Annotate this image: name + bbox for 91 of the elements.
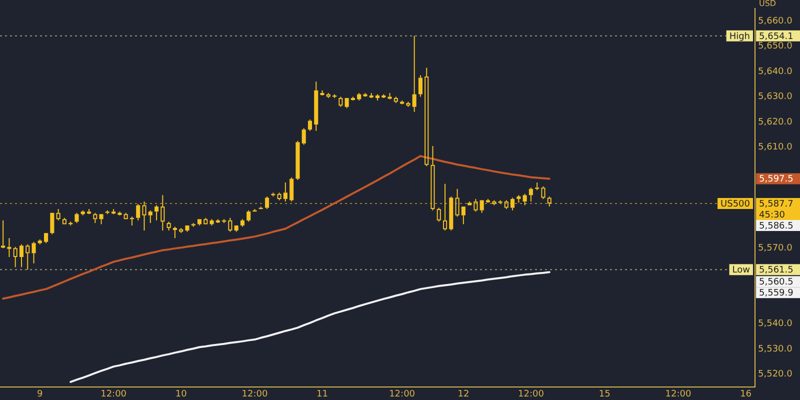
candlestick xyxy=(424,67,429,167)
candlestick xyxy=(314,81,318,132)
candlestick xyxy=(430,145,435,211)
candlestick xyxy=(461,206,466,225)
candlestick xyxy=(504,200,508,210)
candlestick xyxy=(541,186,546,200)
y-tick-label: 5,650.0 xyxy=(758,42,793,52)
x-tick-label: 12:00 xyxy=(242,390,268,400)
candlestick xyxy=(474,198,478,212)
candlestick xyxy=(516,194,521,204)
candlestick xyxy=(50,212,54,235)
candlestick xyxy=(406,101,410,108)
ref-line-label: High xyxy=(729,32,750,42)
y-tick-label: 5,630.0 xyxy=(758,92,793,102)
text: 5,559.9 xyxy=(759,288,794,298)
candlestick xyxy=(26,244,30,270)
candlestick xyxy=(210,218,214,226)
candlestick xyxy=(418,74,422,98)
candlestick xyxy=(240,218,244,228)
y-tick-label: 5,570.0 xyxy=(758,244,793,254)
x-tick-label: 15 xyxy=(598,390,610,400)
x-tick-label: 9 xyxy=(37,390,44,400)
text: 5,560.5 xyxy=(759,277,794,288)
x-tick-label: 12:00 xyxy=(665,390,692,400)
candlestick xyxy=(13,246,18,268)
y-tick-label: 5,620.0 xyxy=(758,117,793,128)
candlestick xyxy=(480,200,484,214)
candlestick xyxy=(498,200,502,205)
candlestick xyxy=(38,238,42,245)
candlestick xyxy=(74,212,79,224)
candlestick xyxy=(172,226,177,239)
candlestick xyxy=(455,188,460,218)
text: 5,561.5 xyxy=(759,265,794,276)
x-tick-label: 11 xyxy=(316,390,328,400)
text: 5,586.5 xyxy=(759,221,794,232)
text: 5,587.7 xyxy=(759,199,794,210)
y-tick-label: 5,530.0 xyxy=(758,344,793,354)
candlestick xyxy=(1,220,6,249)
candlestick xyxy=(522,193,527,206)
candlestick xyxy=(277,192,282,201)
text: 5,597.5 xyxy=(759,174,794,185)
candlestick xyxy=(375,94,380,102)
candlestick xyxy=(19,244,24,268)
candlestick xyxy=(148,210,152,224)
candlestick xyxy=(528,187,533,202)
candlestick xyxy=(308,118,312,132)
y-tick-label: 5,610.0 xyxy=(758,142,793,153)
candlestick xyxy=(166,221,171,232)
candlestick xyxy=(412,35,416,112)
x-tick-label: 12 xyxy=(458,390,470,400)
candlestick xyxy=(338,96,343,108)
candlestick xyxy=(228,217,232,232)
x-tick-label: 12:00 xyxy=(518,390,544,400)
candlestick xyxy=(197,219,202,226)
candlestick xyxy=(80,210,85,216)
candlestick xyxy=(283,182,288,202)
candlestick xyxy=(547,196,552,208)
candlestick xyxy=(535,182,540,191)
text: 45:30 xyxy=(759,210,786,220)
x-tick-label: 16 xyxy=(740,390,752,400)
text: 5,654.1 xyxy=(759,32,794,42)
candlestick xyxy=(234,225,238,232)
x-tick-label: 12:00 xyxy=(389,390,416,400)
x-tick-label: 12:00 xyxy=(100,390,127,400)
candlestick xyxy=(492,200,496,206)
candlestick xyxy=(136,204,140,221)
candlestick xyxy=(442,183,448,232)
candlestick xyxy=(93,212,98,224)
y-axis-title: USD xyxy=(759,0,776,8)
candlestick xyxy=(290,177,294,202)
candlestick xyxy=(252,208,257,212)
candlestick xyxy=(142,200,146,232)
candlestick xyxy=(326,92,330,98)
candlestick xyxy=(99,214,104,225)
y-tick-label: 5,640.0 xyxy=(758,66,793,77)
candlestick xyxy=(388,92,392,100)
ref-line-label: Low xyxy=(732,265,750,276)
x-tick-label: 10 xyxy=(175,390,188,400)
candlestick xyxy=(394,96,398,104)
ref-line-label: US500 xyxy=(720,199,750,210)
candlestick xyxy=(160,194,165,232)
candlestick xyxy=(185,225,190,232)
candlestick xyxy=(32,241,36,264)
candlestick xyxy=(56,208,60,221)
candlestick xyxy=(510,197,515,211)
y-tick-label: 5,660.0 xyxy=(758,16,793,26)
candlestick xyxy=(179,227,184,234)
candlestick xyxy=(7,238,12,258)
y-tick-label: 5,520.0 xyxy=(758,370,793,380)
candlestick xyxy=(154,204,159,221)
y-tick-label: 5,540.0 xyxy=(758,319,793,330)
